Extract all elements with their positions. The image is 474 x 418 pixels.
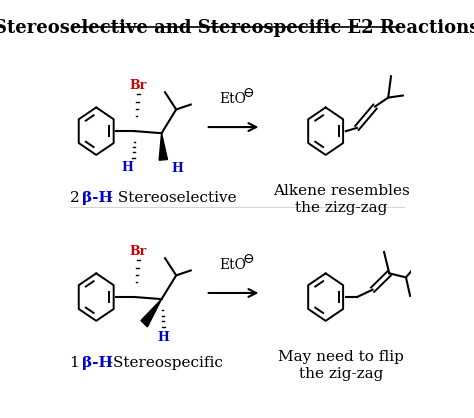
Text: Alkene resembles
the zizg-zag: Alkene resembles the zizg-zag <box>273 184 410 214</box>
Text: May need to flip
the zig-zag: May need to flip the zig-zag <box>278 350 404 380</box>
Polygon shape <box>159 133 167 160</box>
Text: H: H <box>171 162 183 175</box>
Text: H: H <box>121 161 133 174</box>
Text: Stereoselective and Stereospecific E2 Reactions: Stereoselective and Stereospecific E2 Re… <box>0 18 474 36</box>
Text: ⊖: ⊖ <box>243 87 254 100</box>
Text: Br: Br <box>130 79 147 92</box>
Text: β-H: β-H <box>82 191 113 204</box>
Text: - Stereoselective: - Stereoselective <box>103 191 237 204</box>
Text: Br: Br <box>130 245 147 258</box>
Text: -Stereospecific: -Stereospecific <box>103 357 223 370</box>
Text: ⊖: ⊖ <box>243 252 254 266</box>
Text: β-H: β-H <box>82 357 113 370</box>
Text: EtO: EtO <box>219 92 246 106</box>
Text: 1: 1 <box>70 357 85 370</box>
Text: EtO: EtO <box>219 257 246 272</box>
Text: 2: 2 <box>70 191 85 204</box>
Polygon shape <box>141 299 162 327</box>
Text: H: H <box>157 331 169 344</box>
